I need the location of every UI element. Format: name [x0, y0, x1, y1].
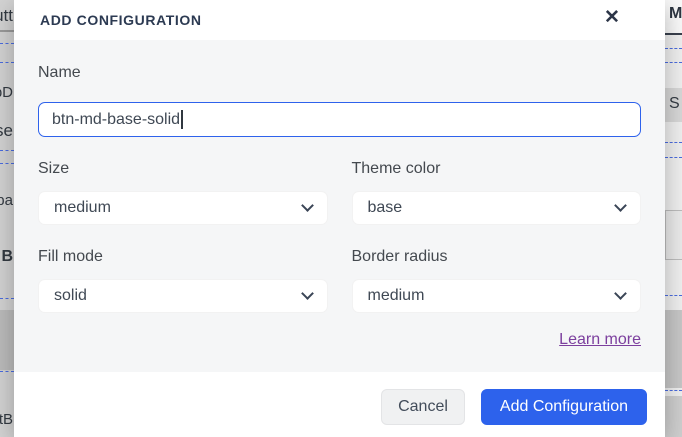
dashed-guide-line [665, 157, 682, 158]
border-radius-select-value: medium [367, 287, 425, 304]
fill-mode-field: Fill mode solid [38, 247, 328, 313]
close-icon[interactable]: ✕ [599, 5, 625, 31]
bg-block [665, 396, 682, 437]
bg-text-fragment: pD [0, 84, 13, 101]
dashed-guide-line [665, 48, 682, 49]
name-label: Name [38, 64, 81, 81]
bg-block [665, 310, 682, 388]
background-page-left: utt pD se lba B tB [0, 0, 14, 437]
fill-mode-select-value: solid [54, 287, 87, 304]
divider [0, 30, 14, 32]
bg-text-fragment: S [669, 95, 680, 112]
dashed-guide-line [665, 390, 682, 391]
bg-text-fragment: lba [0, 192, 13, 209]
bg-text-fragment: B [1, 248, 13, 265]
theme-color-select-value: base [367, 199, 403, 216]
dashed-guide-line [665, 295, 682, 296]
dashed-guide-line [0, 150, 14, 151]
bg-block [0, 310, 14, 370]
dashed-guide-line [0, 43, 14, 44]
fill-mode-label: Fill mode [38, 248, 103, 265]
dialog-title: ADD CONFIGURATION [40, 12, 202, 28]
bg-block [665, 210, 682, 260]
bg-text-fragment: se [0, 121, 13, 140]
theme-color-label: Theme color [351, 160, 441, 177]
size-field: Size medium [38, 159, 328, 225]
form-row: Fill mode solid Border radius medium [38, 247, 641, 313]
dialog-header: ADD CONFIGURATION ✕ [14, 0, 665, 40]
name-input-value: btn-md-base-solid [52, 110, 181, 128]
form-row: Size medium Theme color base [38, 159, 641, 225]
add-configuration-button[interactable]: Add Configuration [480, 389, 647, 425]
size-select[interactable]: medium [38, 191, 328, 225]
border-radius-select[interactable]: medium [351, 279, 641, 313]
fill-mode-select[interactable]: solid [38, 279, 328, 313]
border-radius-field: Border radius medium [351, 247, 641, 313]
chevron-down-icon [300, 199, 314, 212]
learn-more-row: Learn more [38, 331, 641, 349]
dashed-guide-line [0, 163, 14, 164]
name-input[interactable]: btn-md-base-solid [38, 102, 641, 137]
chevron-down-icon [614, 199, 627, 212]
text-cursor [181, 110, 183, 129]
learn-more-link[interactable]: Learn more [559, 331, 641, 348]
size-label: Size [38, 160, 70, 177]
theme-color-field: Theme color base [351, 159, 641, 225]
chevron-down-icon [300, 287, 314, 300]
background-page-right: M S [665, 0, 682, 437]
bg-block [665, 0, 682, 33]
dashed-guide-line [0, 371, 14, 372]
cancel-button[interactable]: Cancel [381, 389, 465, 425]
size-select-value: medium [54, 199, 111, 216]
dialog-body: Name btn-md-base-solid Size medium Theme… [14, 40, 665, 372]
dashed-guide-line [665, 142, 682, 143]
dashed-guide-line [665, 62, 682, 63]
border-radius-label: Border radius [351, 248, 448, 265]
bg-text-fragment: M [669, 5, 682, 22]
dashed-guide-line [0, 62, 14, 63]
divider [665, 33, 682, 35]
bg-text-fragment: utt [0, 6, 13, 25]
dashed-guide-line [0, 298, 14, 299]
bg-block [665, 88, 682, 122]
chevron-down-icon [614, 287, 627, 300]
bg-text-fragment: tB [0, 411, 13, 428]
add-configuration-dialog: ADD CONFIGURATION ✕ Name btn-md-base-sol… [14, 0, 665, 437]
dialog-footer: Cancel Add Configuration [14, 372, 665, 437]
theme-color-select[interactable]: base [351, 191, 641, 225]
